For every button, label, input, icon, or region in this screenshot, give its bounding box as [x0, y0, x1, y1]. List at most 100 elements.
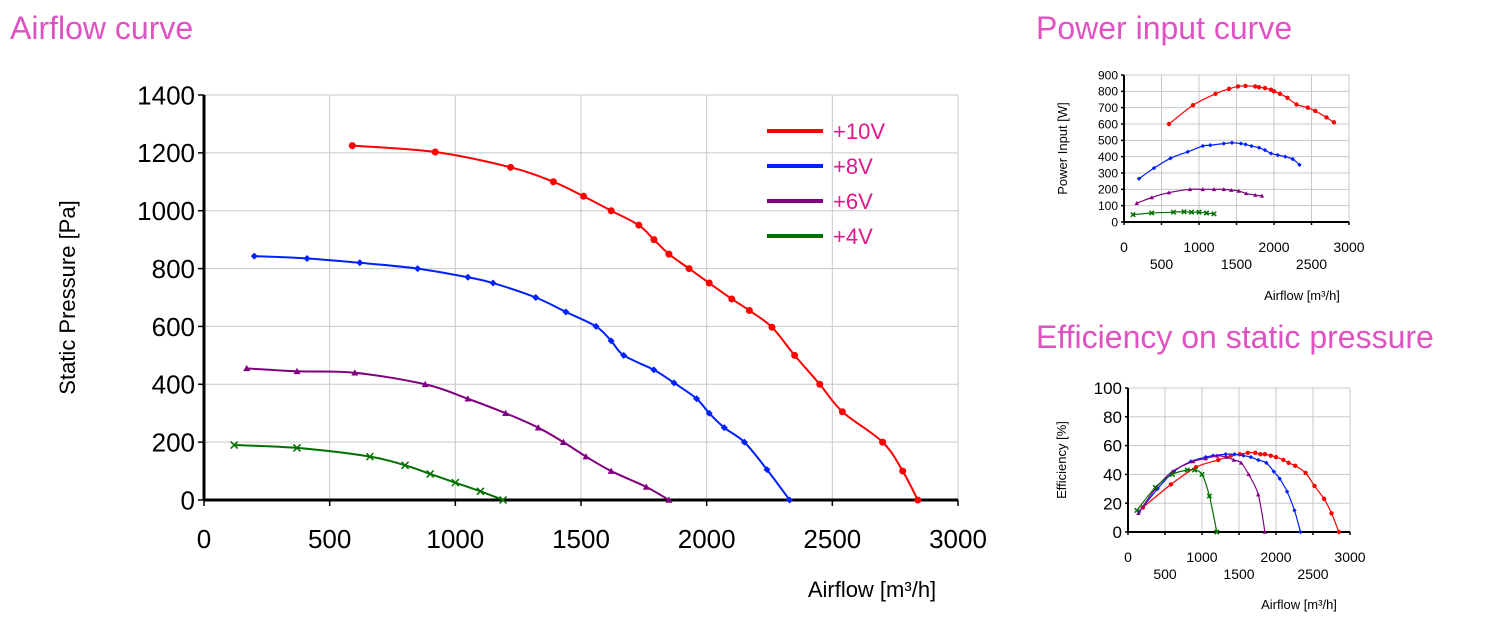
efficiency-curve-title: Efficiency on static pressure	[1036, 319, 1434, 355]
airflow-data-point	[580, 192, 588, 200]
power-series-plus-6V	[1134, 187, 1265, 205]
efficiency-data-point	[1231, 457, 1237, 462]
efficiency-data-point	[1153, 486, 1158, 491]
power-data-point	[1285, 95, 1290, 101]
power-x-tick-label: 500	[1150, 256, 1174, 272]
efficiency-data-point	[1264, 460, 1269, 466]
efficiency-data-point	[1284, 489, 1290, 494]
power-y-tick-label: 400	[1098, 150, 1118, 164]
efficiency-y-tick-label: 60	[1103, 437, 1122, 456]
power-x-tick-label: 1000	[1183, 239, 1214, 255]
power-data-point	[1238, 141, 1244, 146]
airflow-series-plus-10V	[348, 142, 922, 504]
airflow-data-point	[705, 279, 713, 287]
power-data-point	[1187, 187, 1193, 192]
efficiency-data-point	[1168, 482, 1174, 487]
power-y-tick-label: 800	[1098, 85, 1118, 99]
legend-label: +8V	[833, 154, 873, 179]
efficiency-y-tick-label: 80	[1103, 408, 1122, 427]
efficiency-x-tick-label: 1000	[1186, 549, 1217, 565]
power-data-point	[1203, 210, 1210, 216]
efficiency-data-point	[1246, 472, 1251, 477]
airflow-data-point	[243, 364, 251, 372]
efficiency-x-tick-label: 1500	[1223, 566, 1254, 582]
airflow-data-point	[489, 279, 497, 287]
efficiency-data-point	[1136, 511, 1141, 516]
airflow-data-point	[426, 469, 435, 478]
airflow-series-plus-6V	[243, 364, 673, 503]
power-data-point	[1170, 209, 1177, 215]
airflow-data-point	[401, 461, 410, 470]
efficiency-x-tick-label: 0	[1124, 549, 1132, 565]
power-y-tick-label: 900	[1098, 68, 1118, 82]
efficiency-data-point	[1286, 460, 1291, 466]
airflow-data-point	[607, 467, 615, 474]
airflow-x-tick-label: 3000	[929, 524, 987, 554]
efficiency-x-tick-label: 500	[1153, 566, 1177, 582]
efficiency-y-axis-title: Efficiency [%]	[1054, 421, 1069, 499]
power-data-point	[1256, 85, 1262, 90]
efficiency-y-tick-label: 100	[1094, 379, 1122, 398]
airflow-data-point	[534, 424, 542, 431]
airflow-x-tick-label: 500	[308, 524, 351, 554]
airflow-y-tick-label: 400	[152, 370, 195, 400]
power-data-point	[1313, 108, 1318, 114]
airflow-legend: +10V +8V +6V +4V	[767, 119, 885, 249]
efficiency-data-point	[1224, 454, 1229, 459]
efficiency-y-tick-label: 40	[1103, 466, 1122, 485]
efficiency-data-point	[1199, 471, 1205, 478]
airflow-data-point	[786, 496, 794, 504]
power-x-tick-label: 2500	[1296, 256, 1327, 272]
power-data-point	[1213, 91, 1218, 96]
airflow-data-point	[685, 265, 693, 273]
power-data-point	[1188, 209, 1195, 215]
power-data-point	[1168, 156, 1173, 161]
airflow-data-point	[431, 148, 439, 156]
power-y-tick-label: 600	[1098, 117, 1118, 131]
efficiency-data-point	[1262, 529, 1268, 534]
power-data-point	[1253, 192, 1258, 197]
power-data-point	[1305, 105, 1310, 110]
power-input-curve-title: Power input curve	[1036, 10, 1293, 46]
airflow-data-point	[365, 452, 374, 461]
power-data-point	[1229, 140, 1235, 145]
power-y-tick-label: 300	[1098, 166, 1118, 180]
power-data-point	[1253, 84, 1258, 89]
airflow-x-tick-label: 2000	[678, 524, 736, 554]
power-chart: 0 100 200 300 400 500 600 700 800 900 0 500 1000 1500…	[1055, 68, 1365, 303]
efficiency-data-point	[1256, 492, 1261, 497]
efficiency-chart: 020406080100050010001500200025003000Airf…	[1054, 379, 1366, 612]
efficiency-data-point	[1232, 452, 1237, 457]
airflow-data-point	[650, 236, 658, 244]
power-y-axis-title: Power Input [W]	[1055, 102, 1070, 194]
airflow-data-point	[421, 380, 429, 388]
airflow-y-tick-label: 1200	[137, 138, 195, 168]
efficiency-data-point	[1253, 450, 1258, 455]
efficiency-data-point	[1134, 507, 1140, 514]
power-data-point	[1151, 165, 1157, 171]
airflow-y-tick-label: 600	[152, 312, 195, 342]
airflow-data-point	[549, 178, 557, 186]
efficiency-data-point	[1152, 484, 1159, 491]
legend-label: +6V	[833, 189, 873, 214]
power-data-point	[1166, 121, 1172, 127]
airflow-data-point	[665, 496, 673, 503]
power-data-point	[1134, 201, 1139, 205]
power-y-tick-label: 200	[1098, 183, 1118, 197]
airflow-data-point	[293, 367, 301, 375]
power-data-point	[1243, 83, 1248, 89]
airflow-x-tick-label: 2500	[803, 524, 861, 554]
power-data-point	[1277, 91, 1283, 96]
airflow-data-point	[607, 207, 615, 215]
efficiency-data-point	[1298, 529, 1303, 535]
power-data-point	[1262, 85, 1268, 91]
airflow-data-point	[620, 351, 628, 359]
airflow-y-tick-label: 200	[152, 428, 195, 458]
airflow-data-point	[705, 409, 713, 417]
efficiency-data-point	[1206, 493, 1213, 499]
airflow-data-point	[476, 487, 485, 496]
airflow-y-tick-label: 0	[181, 485, 195, 515]
efficiency-series-line	[1136, 468, 1218, 533]
efficiency-data-point	[1329, 511, 1334, 516]
